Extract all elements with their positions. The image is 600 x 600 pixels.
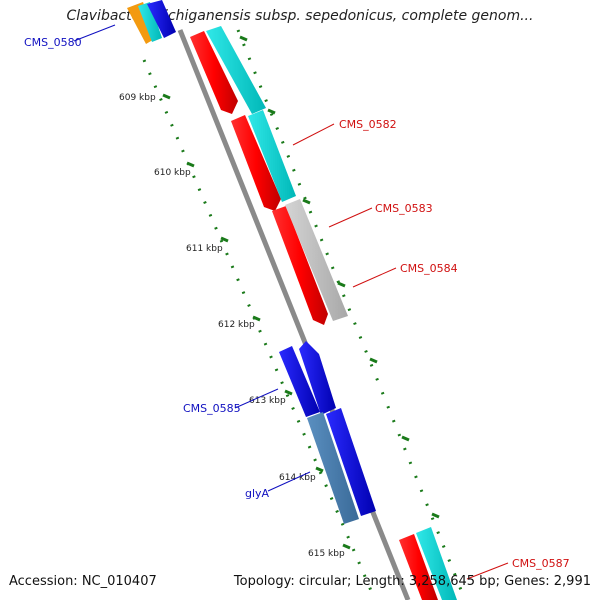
tick-label-612: 612 kbp [218, 320, 255, 330]
gene-cms-0581[interactable] [190, 31, 238, 114]
gene-cog-cyan-2 [248, 110, 296, 202]
gene-feature-cyan-small[interactable] [138, 2, 162, 42]
gene-cms-0584[interactable] [272, 206, 328, 325]
gene-cms-0583[interactable] [285, 199, 348, 321]
label-cms-0580[interactable]: CMS_0580 [24, 36, 82, 49]
tick-label-611: 611 kbp [186, 244, 223, 254]
label-cms-0582[interactable]: CMS_0582 [339, 118, 397, 131]
leader-cms-0580 [73, 24, 116, 42]
leader-cms-0583 [328, 207, 373, 228]
gene-cms-0586[interactable] [299, 341, 336, 415]
gc-track-right [236, 29, 467, 600]
tick-marks [162, 35, 440, 550]
tick-label-609: 609 kbp [119, 93, 156, 103]
label-cms-0585[interactable]: CMS_0585 [183, 402, 241, 415]
gene-cms-0580[interactable] [147, 0, 176, 38]
label-cms-0584[interactable]: CMS_0584 [400, 262, 458, 275]
leader-cms-0584 [352, 267, 397, 288]
leader-cms-0582 [292, 123, 335, 146]
backbone-line [177, 29, 411, 600]
gene-cms-0585[interactable] [279, 346, 320, 417]
map-title: Clavibacter michiganensis subsp. sepedon… [66, 8, 534, 24]
gene-cms-0586b[interactable] [326, 408, 376, 516]
tick-label-613: 613 kbp [249, 396, 286, 406]
gene-cms-0587[interactable] [399, 534, 438, 600]
leader-cms-0587 [466, 562, 509, 580]
gene-cog-cyan-3 [416, 527, 457, 600]
gene-glyA[interactable] [307, 412, 359, 524]
label-glyA[interactable]: glyA [245, 487, 270, 500]
gene-cog-cyan-1 [206, 26, 266, 114]
label-cms-0587[interactable]: CMS_0587 [512, 557, 570, 570]
tick-label-610: 610 kbp [154, 168, 191, 178]
leader-cms-0585 [234, 388, 279, 409]
genome-summary-text: Topology: circular; Length: 3,258,645 bp… [233, 574, 591, 589]
tick-label-615: 615 kbp [308, 549, 345, 559]
leader-glyA [267, 471, 311, 492]
accession-text: Accession: NC_010407 [9, 574, 157, 589]
label-cms-0583[interactable]: CMS_0583 [375, 202, 433, 215]
gene-cms-0582[interactable] [231, 115, 281, 211]
